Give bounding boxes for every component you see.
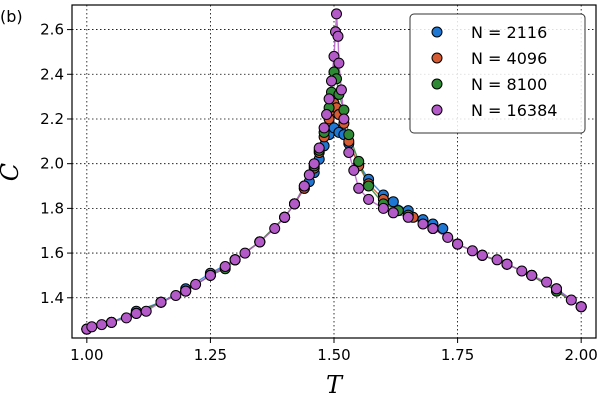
y-axis-label: C <box>0 163 24 181</box>
data-point-series-3 <box>452 238 464 250</box>
data-point-series-3 <box>323 93 335 105</box>
data-point-series-2 <box>343 129 355 141</box>
x-tick-label: 1.00 <box>70 346 103 364</box>
data-point-series-3 <box>387 207 399 219</box>
data-point-series-3 <box>348 164 360 176</box>
data-point-series-3 <box>417 218 429 230</box>
data-point-series-3 <box>180 285 192 297</box>
data-point-series-3 <box>140 305 152 317</box>
panel-label: (b) <box>0 7 23 26</box>
data-point-series-3 <box>526 269 538 281</box>
data-point-series-3 <box>321 109 333 120</box>
data-point-series-2 <box>353 155 365 167</box>
legend: N = 2116 N = 4096 N = 8100 N = 16384 <box>409 13 586 134</box>
data-point-series-3 <box>96 319 108 331</box>
y-tick-label: 1.6 <box>40 244 64 262</box>
data-point-series-3 <box>565 294 577 306</box>
data-point-series-3 <box>130 307 142 319</box>
x-tick-label: 2.00 <box>564 346 597 364</box>
data-points <box>81 8 587 335</box>
y-tick-label: 1.8 <box>40 199 64 217</box>
data-point-series-3 <box>190 278 202 290</box>
legend-marker <box>431 104 443 116</box>
legend-marker <box>431 26 443 38</box>
data-point-series-3 <box>170 290 182 301</box>
data-point-series-3 <box>551 283 562 295</box>
data-point-series-3 <box>86 321 98 333</box>
data-point-series-3 <box>298 180 310 192</box>
data-point-series-3 <box>326 75 337 87</box>
x-tick-label: 1.75 <box>441 346 474 364</box>
data-point-series-3 <box>106 316 117 328</box>
data-point-series-3 <box>313 142 325 154</box>
legend-label: N = 2116 <box>471 23 547 42</box>
data-point-series-3 <box>377 202 389 214</box>
legend-label: N = 16384 <box>471 101 557 120</box>
x-axis-label: T <box>326 371 344 399</box>
data-point-series-3 <box>303 169 315 181</box>
legend-box <box>409 13 586 134</box>
data-point-series-3 <box>343 147 355 158</box>
data-point-series-3 <box>120 312 132 324</box>
data-point-series-3 <box>219 261 231 272</box>
data-point-series-3 <box>338 113 350 125</box>
data-point-series-3 <box>308 158 320 170</box>
data-point-series-3 <box>516 265 528 277</box>
data-point-series-3 <box>476 249 488 261</box>
data-point-series-3 <box>331 8 342 20</box>
data-point-series-3 <box>333 57 345 69</box>
data-point-series-3 <box>204 269 216 281</box>
data-point-series-3 <box>442 231 454 243</box>
data-point-series-3 <box>491 254 503 266</box>
legend-marker <box>431 52 443 64</box>
data-point-series-3 <box>289 198 300 210</box>
data-point-series-3 <box>541 276 553 288</box>
x-tick-label: 1.25 <box>194 346 227 364</box>
data-point-series-3 <box>402 211 414 223</box>
legend-label: N = 8100 <box>471 75 547 94</box>
data-point-series-0 <box>387 196 399 208</box>
data-point-series-3 <box>318 122 330 134</box>
data-point-series-3 <box>254 236 266 248</box>
data-point-series-2 <box>363 180 375 192</box>
data-point-series-3 <box>501 258 513 270</box>
data-point-series-0 <box>437 223 449 234</box>
data-point-series-3 <box>332 30 344 42</box>
y-tick-label: 2.6 <box>40 21 64 39</box>
y-tick-label: 1.4 <box>40 289 64 307</box>
data-point-series-3 <box>229 254 241 266</box>
data-point-series-3 <box>335 84 347 96</box>
y-tick-label: 2.2 <box>40 110 64 128</box>
data-point-series-3 <box>239 247 251 259</box>
legend-label: N = 4096 <box>471 49 547 68</box>
data-point-series-3 <box>353 182 365 194</box>
legend-marker <box>431 78 443 90</box>
y-tick-label: 2.4 <box>40 65 64 83</box>
data-point-series-3 <box>575 301 587 313</box>
x-tick-label: 1.50 <box>317 346 350 364</box>
data-point-series-3 <box>466 245 478 257</box>
data-point-series-3 <box>279 211 291 223</box>
x-axis-ticks: 1.00 1.25 1.50 1.75 2.00 <box>70 338 598 364</box>
y-axis-ticks: 1.4 1.6 1.8 2.0 2.2 2.4 2.6 <box>40 21 72 307</box>
data-point-series-3 <box>269 223 281 234</box>
data-point-series-3 <box>363 193 375 205</box>
data-point-series-3 <box>427 223 439 234</box>
y-tick-label: 2.0 <box>40 155 64 173</box>
data-point-series-3 <box>155 296 167 308</box>
